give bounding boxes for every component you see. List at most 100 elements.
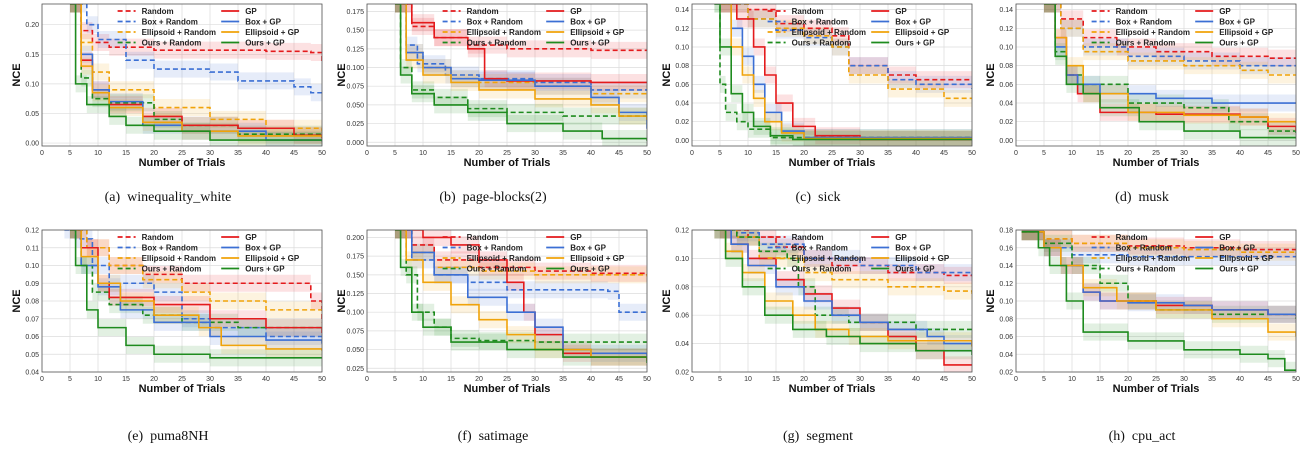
series-line — [1044, 4, 1296, 139]
series-line — [70, 230, 322, 351]
legend-label: Ellipsoid + Random — [142, 254, 216, 263]
series-band — [395, 230, 647, 351]
plot-frame — [1015, 229, 1297, 373]
series-line — [714, 4, 972, 141]
y-tick-label: 0.075 — [346, 84, 364, 91]
y-tick-label: 0.07 — [25, 316, 39, 323]
x-tick-label: 15 — [122, 150, 130, 157]
y-tick-label: 0.125 — [346, 46, 364, 53]
x-tick-label: 30 — [1180, 376, 1188, 383]
y-tick-label: 0.02 — [999, 370, 1013, 377]
series-band — [1021, 230, 1296, 263]
series-line — [70, 230, 322, 359]
chart-panel: 0 5 10 15 20 25 30 35 40 45 50 0.04 0.05 0.06 0.07 0.08… — [8, 226, 328, 452]
y-axis-label: NCE — [11, 289, 23, 312]
x-tick-label: 40 — [912, 150, 920, 157]
y-tick-label: 0.175 — [346, 9, 364, 16]
legend-label: GP — [895, 233, 907, 242]
y-axis-label: NCE — [11, 63, 23, 86]
x-tick-label: 40 — [1236, 376, 1244, 383]
series-band — [70, 4, 322, 146]
x-tick-label: 25 — [503, 150, 511, 157]
series-line — [1044, 4, 1296, 104]
legend-label: Ellipsoid + Random — [1116, 28, 1190, 37]
legend-label: Ellipsoid + Random — [792, 28, 866, 37]
plot-frame — [41, 3, 323, 147]
x-tick-label: 45 — [940, 150, 948, 157]
x-tick-label: 45 — [615, 376, 623, 383]
series-band — [1021, 230, 1296, 260]
series-band — [70, 230, 322, 342]
series-line — [720, 4, 972, 141]
caption-text: (a) winequality_white — [104, 190, 232, 205]
legend-label: Ours + GP — [570, 265, 610, 274]
x-tick-label: 50 — [968, 376, 976, 383]
series-group — [714, 4, 972, 146]
y-tick-label: 0.06 — [999, 82, 1013, 89]
series-line — [1021, 230, 1296, 337]
series-band — [70, 4, 322, 70]
y-tick-label: 0.050 — [346, 102, 364, 109]
x-tick-label: 20 — [1124, 376, 1132, 383]
x-axis-label: Number of Trials — [464, 157, 551, 169]
plot-frame — [691, 229, 973, 373]
series-band — [395, 230, 647, 372]
y-tick-label: 0.00 — [25, 141, 39, 148]
x-tick-label: 0 — [690, 376, 694, 383]
legend-label: Ours + Random — [142, 39, 202, 48]
series-line — [395, 4, 647, 120]
series-line — [714, 230, 972, 347]
y-axis-label: NCE — [336, 289, 348, 312]
series-band — [720, 4, 972, 146]
x-tick-label: 30 — [1180, 150, 1188, 157]
series-band — [1044, 4, 1296, 144]
legend-label: GP — [1219, 7, 1231, 16]
series-line — [70, 4, 322, 142]
x-tick-label: 20 — [800, 150, 808, 157]
legend-label: Random — [1116, 233, 1148, 242]
chart-svg: 0 5 10 15 20 25 30 35 40 45 50 0.00 0.05 0.10 0.15 0.20… — [11, 3, 326, 169]
series-group — [714, 230, 972, 372]
legend-label: Box + Random — [467, 18, 523, 27]
legend-label: Box + GP — [895, 18, 931, 27]
chart-panel: 0 5 10 15 20 25 30 35 40 45 50 0.00 0.05 0.10 0.15 0.20… — [8, 0, 328, 226]
series-line — [70, 4, 322, 132]
x-tick-label: 25 — [1152, 150, 1160, 157]
x-tick-label: 5 — [1042, 150, 1046, 157]
x-tick-label: 25 — [1152, 376, 1160, 383]
x-tick-label: 20 — [150, 150, 158, 157]
series-band — [1021, 230, 1296, 372]
y-tick-label: 0.04 — [999, 101, 1013, 108]
legend-label: GP — [570, 233, 582, 242]
series-line — [1044, 4, 1296, 59]
x-tick-label: 30 — [856, 150, 864, 157]
subfigure-caption: (f) satimage — [333, 429, 653, 445]
x-tick-label: 20 — [150, 376, 158, 383]
legend-label: Box + GP — [570, 18, 606, 27]
x-tick-label: 10 — [94, 150, 102, 157]
x-tick-label: 15 — [772, 376, 780, 383]
x-tick-label: 40 — [262, 376, 270, 383]
chart-panel: 0 5 10 15 20 25 30 35 40 45 50 0.00 0.02 0.04 0.06 0.08… — [982, 0, 1302, 226]
x-tick-label: 15 — [447, 376, 455, 383]
legend-label: Box + Random — [142, 244, 198, 253]
series-line — [70, 230, 322, 311]
legend-label: Box + GP — [245, 18, 281, 27]
y-tick-label: 0.06 — [25, 334, 39, 341]
legend-label: Box + Random — [1116, 18, 1172, 27]
chart-svg: 0 5 10 15 20 25 30 35 40 45 50 0.00 0.02 0.04 0.06 0.08… — [985, 3, 1300, 169]
series-line — [395, 4, 647, 117]
x-tick-label: 25 — [828, 376, 836, 383]
y-axis-label: NCE — [661, 63, 673, 86]
legend-label: Box + GP — [1219, 18, 1255, 27]
x-tick-label: 35 — [559, 376, 567, 383]
x-tick-label: 0 — [690, 150, 694, 157]
y-tick-label: 0.00 — [999, 138, 1013, 145]
series-line — [395, 4, 647, 84]
y-tick-label: 0.12 — [675, 26, 689, 33]
y-tick-label: 0.12 — [999, 26, 1013, 33]
chart-svg: 0 5 10 15 20 25 30 35 40 45 50 0.04 0.05 0.06 0.07 0.08… — [11, 228, 326, 396]
y-tick-label: 0.150 — [346, 272, 364, 279]
legend-label: Box + Random — [1116, 244, 1172, 253]
plot-frame — [1015, 3, 1297, 147]
